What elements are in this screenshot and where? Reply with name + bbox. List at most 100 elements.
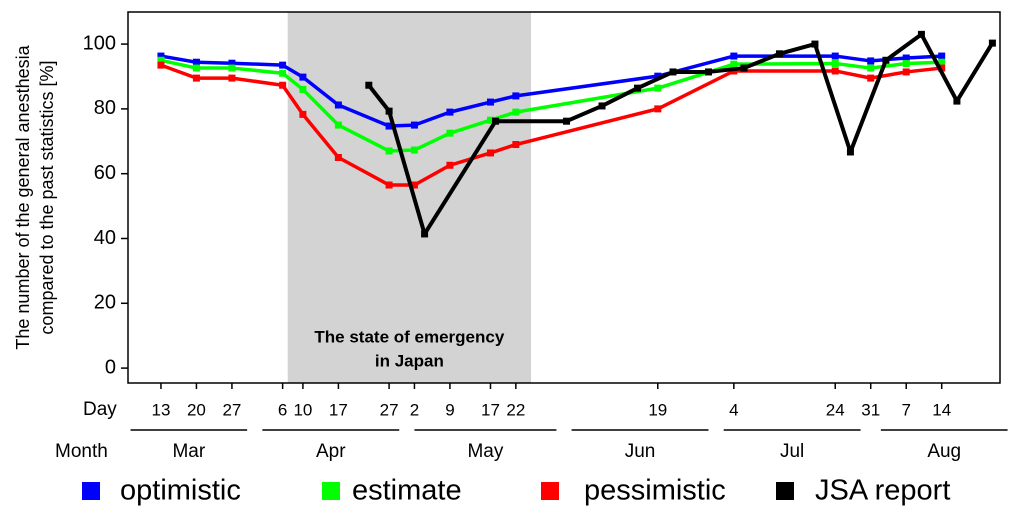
series-point <box>334 101 342 109</box>
series-point <box>279 61 287 69</box>
series-point <box>410 181 418 189</box>
series-point <box>867 57 875 65</box>
series-point <box>492 117 500 125</box>
y-axis-label: compared to the past statistics [%] <box>37 60 57 334</box>
series-point <box>446 108 454 116</box>
series-point <box>228 64 236 72</box>
series-point <box>775 50 783 58</box>
series-point <box>730 52 738 60</box>
series-point <box>385 181 393 189</box>
x-tick-label: 17 <box>329 400 348 419</box>
series-point <box>563 117 571 125</box>
legend-swatch <box>541 482 559 500</box>
legend-label: JSA report <box>815 475 950 507</box>
series-point <box>446 161 454 169</box>
series-point <box>486 149 494 157</box>
series-point <box>654 105 662 113</box>
series-point <box>334 153 342 161</box>
series-point <box>486 98 494 106</box>
series-point <box>846 148 854 156</box>
series-point <box>831 60 839 68</box>
month-label: Jun <box>625 441 656 462</box>
x-tick-label: 4 <box>729 400 738 419</box>
plot-frame <box>127 11 1001 384</box>
series-point <box>365 81 373 89</box>
x-tick-label: 6 <box>278 400 287 419</box>
y-tick-label: 60 <box>94 162 116 184</box>
series-point <box>157 52 165 60</box>
month-label: May <box>467 441 503 462</box>
series-point <box>192 64 200 72</box>
x-tick-label: 13 <box>151 400 170 419</box>
series-point <box>192 74 200 82</box>
series-point <box>446 129 454 137</box>
x-tick-label: 14 <box>932 400 951 419</box>
series-point <box>867 64 875 72</box>
series-point <box>902 68 910 76</box>
series-point <box>299 110 307 118</box>
series-point <box>730 60 738 68</box>
y-tick-label: 100 <box>83 32 116 54</box>
x-tick-label: 10 <box>293 400 312 419</box>
legend-swatch <box>776 482 794 500</box>
series-point <box>228 74 236 82</box>
series-point <box>486 116 494 124</box>
series-point <box>938 52 946 60</box>
series-point <box>410 121 418 129</box>
x-tick-label: 20 <box>187 400 206 419</box>
series-point <box>704 68 712 76</box>
series-point <box>598 102 606 110</box>
x-tick-label: 27 <box>222 400 241 419</box>
series-point <box>299 85 307 93</box>
x-tick-label: 27 <box>380 400 399 419</box>
series-point <box>938 64 946 72</box>
y-tick-label: 0 <box>105 356 116 378</box>
series-point <box>279 69 287 77</box>
y-tick-label: 20 <box>94 292 116 314</box>
emergency-shade <box>287 12 532 383</box>
series-line <box>160 54 942 128</box>
series-point <box>740 64 748 72</box>
shade-label: The state of emergency <box>314 327 504 346</box>
legend-swatch <box>322 482 340 500</box>
x-tick-label: 7 <box>901 400 910 419</box>
series-point <box>634 84 642 92</box>
series-point <box>334 121 342 129</box>
series-point <box>192 58 200 66</box>
x-tick-label: 24 <box>826 400 845 419</box>
legend-swatch <box>82 482 100 500</box>
x-tick-label: 31 <box>861 400 880 419</box>
series-point <box>882 56 890 64</box>
legend-label: optimistic <box>120 475 241 507</box>
x-tick-label: 22 <box>506 400 525 419</box>
series-point <box>831 52 839 60</box>
series-point <box>157 56 165 64</box>
y-tick-label: 40 <box>94 227 116 249</box>
y-tick-label: 80 <box>94 97 116 119</box>
y-axis-label: The number of the general anesthesia <box>13 44 33 349</box>
series-point <box>917 30 925 38</box>
series-point <box>299 73 307 81</box>
series-point <box>811 40 819 48</box>
month-label: Apr <box>316 441 346 462</box>
series-point <box>385 122 393 130</box>
x-tick-label: 19 <box>648 400 667 419</box>
series-point <box>421 230 429 238</box>
day-label: Day <box>83 399 117 420</box>
series-point <box>279 81 287 89</box>
series-point <box>953 97 961 105</box>
legend-label: estimate <box>352 475 462 507</box>
series-point <box>654 84 662 92</box>
series-point <box>512 108 520 116</box>
series-point <box>988 39 996 47</box>
series-point <box>902 54 910 62</box>
series-point <box>669 68 677 76</box>
series-point <box>938 58 946 66</box>
series-point <box>157 61 165 69</box>
shade-label: in Japan <box>375 351 444 370</box>
x-tick-label: 2 <box>410 400 419 419</box>
series-point <box>867 74 875 82</box>
series-point <box>902 60 910 68</box>
series-line <box>160 63 942 187</box>
